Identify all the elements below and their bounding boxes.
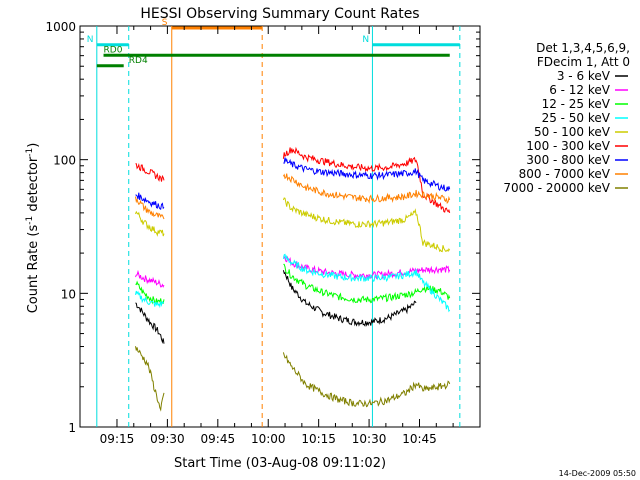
x-axis-label: Start Time (03-Aug-08 09:11:02): [174, 456, 386, 471]
series-line: [282, 352, 451, 408]
series-8: [135, 346, 451, 412]
series-6: [135, 157, 451, 211]
legend-label: 300 - 800 keV: [526, 153, 610, 167]
plot-frame: [79, 25, 481, 428]
legend-label: 100 - 300 keV: [526, 139, 610, 153]
series-line: [135, 196, 165, 220]
series-0: [135, 270, 417, 344]
series-line: [283, 255, 451, 281]
legend-label: 800 - 7000 keV: [519, 167, 611, 181]
y-tick-label: 1000: [45, 20, 76, 34]
flag-label: S: [162, 18, 168, 28]
footer-date: 14-Dec-2009 05:50: [559, 469, 636, 478]
x-tick-label: 10:30: [352, 432, 387, 446]
vertical-markers: [96, 26, 461, 427]
legend-header-line-1: Det 1,3,4,5,6,9,: [536, 41, 630, 55]
legend-label: 6 - 12 keV: [549, 83, 611, 97]
series-line: [135, 346, 165, 412]
series-line: [283, 157, 451, 192]
y-axis-label-main: Count Rate (s: [26, 225, 41, 314]
series-4: [135, 197, 451, 253]
y-tick-label: 100: [53, 154, 76, 168]
series-line: [283, 263, 451, 304]
series-line: [135, 162, 165, 182]
flag-label: N: [87, 35, 94, 45]
series-line: [135, 192, 165, 211]
series-1: [135, 255, 451, 288]
series-line: [282, 253, 451, 313]
flag-label: RD0: [104, 45, 123, 55]
y-tick-label: 10: [61, 287, 76, 301]
series-line: [135, 290, 164, 309]
flag-label: RD4: [129, 56, 148, 66]
series-7: [135, 173, 451, 220]
series-line: [282, 270, 417, 327]
y-axis-label-sup2: -1: [25, 148, 35, 157]
legend-header-line-2: FDecim 1, Att 0: [537, 55, 630, 69]
legend-label: 12 - 25 keV: [542, 97, 611, 111]
chart-title: HESSI Observing Summary Count Rates: [140, 6, 419, 22]
x-tick-label: 10:45: [402, 432, 437, 446]
y-axis-label-mid: detector: [26, 156, 41, 216]
legend: Det 1,3,4,5,6,9, FDecim 1, Att 0 3 - 6 k…: [503, 41, 630, 195]
series-line: [135, 280, 165, 305]
x-tick-label: 10:15: [301, 432, 336, 446]
legend-label: 25 - 50 keV: [542, 111, 611, 125]
series-line: [135, 302, 165, 344]
series-line: [135, 269, 165, 288]
series-3: [135, 253, 451, 313]
x-tick-label: 10:00: [251, 432, 286, 446]
x-tick-label: 09:45: [201, 432, 236, 446]
series-layer: [135, 146, 451, 412]
x-axis: 09:15 09:30 09:45 10:00 10:15 10:30 10:45: [100, 26, 454, 446]
x-tick-label: 09:30: [150, 432, 185, 446]
y-tick-label: 1: [68, 421, 76, 435]
instrument-flags: S N N RD0 RD4: [87, 18, 460, 68]
y-axis-label: Count Rate (s-1 detector-1): [25, 143, 41, 314]
y-axis: 1 10 100 1000: [45, 20, 480, 435]
y-axis-label-end: ): [26, 143, 41, 148]
flag-label: N: [362, 35, 369, 45]
y-axis-label-sup1: -1: [25, 216, 35, 225]
x-tick-label: 09:15: [100, 432, 135, 446]
series-line: [282, 173, 451, 205]
legend-label: 3 - 6 keV: [557, 69, 611, 83]
series-line: [282, 146, 451, 214]
series-line: [282, 197, 451, 253]
series-5: [135, 146, 451, 214]
series-2: [135, 263, 451, 305]
legend-label: 7000 - 20000 keV: [503, 181, 610, 195]
series-line: [135, 210, 165, 237]
legend-label: 50 - 100 keV: [534, 125, 611, 139]
